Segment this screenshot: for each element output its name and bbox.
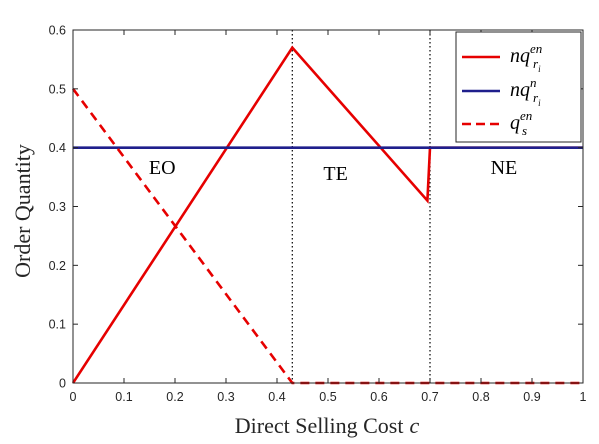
- region-label-ne: NE: [491, 157, 518, 179]
- y-tick-label: 0.6: [49, 24, 66, 38]
- x-tick-label: 0.3: [217, 390, 234, 404]
- y-tick-label: 0: [59, 377, 66, 391]
- legend-entry-subscript: s: [522, 123, 527, 138]
- x-tick-label: 0.6: [370, 390, 387, 404]
- legend-entry-superscript: n: [530, 75, 537, 90]
- y-tick-label: 0.4: [49, 141, 66, 155]
- legend-entry-superscript: en: [530, 41, 542, 56]
- x-tick-label: 0.4: [268, 390, 285, 404]
- legend-entry-base: nq: [510, 79, 530, 101]
- x-tick-label: 0.8: [472, 390, 489, 404]
- y-tick-label: 0.1: [49, 318, 66, 332]
- y-tick-label: 0.3: [49, 200, 66, 214]
- x-axis-title-main: Direct Selling Cost: [235, 413, 404, 438]
- x-axis-title: Direct Selling Cost c: [235, 413, 420, 438]
- y-tick-label: 0.2: [49, 259, 66, 273]
- x-tick-label: 0.1: [115, 390, 132, 404]
- x-tick-label: 0: [70, 390, 77, 404]
- x-tick-label: 1: [580, 390, 587, 404]
- x-tick-label: 0.7: [421, 390, 438, 404]
- y-axis-title: Order Quantity: [10, 144, 35, 278]
- region-label-te: TE: [323, 163, 347, 185]
- x-axis-title-variable: c: [409, 413, 419, 438]
- legend-entry-base: q: [510, 112, 520, 134]
- y-tick-label: 0.5: [49, 82, 66, 96]
- region-label-eo: EO: [149, 157, 176, 179]
- x-tick-label: 0.9: [523, 390, 540, 404]
- x-tick-label: 0.2: [166, 390, 183, 404]
- legend-entry-base: nq: [510, 45, 530, 67]
- legend-entry-superscript: en: [520, 108, 532, 123]
- x-tick-label: 0.5: [319, 390, 336, 404]
